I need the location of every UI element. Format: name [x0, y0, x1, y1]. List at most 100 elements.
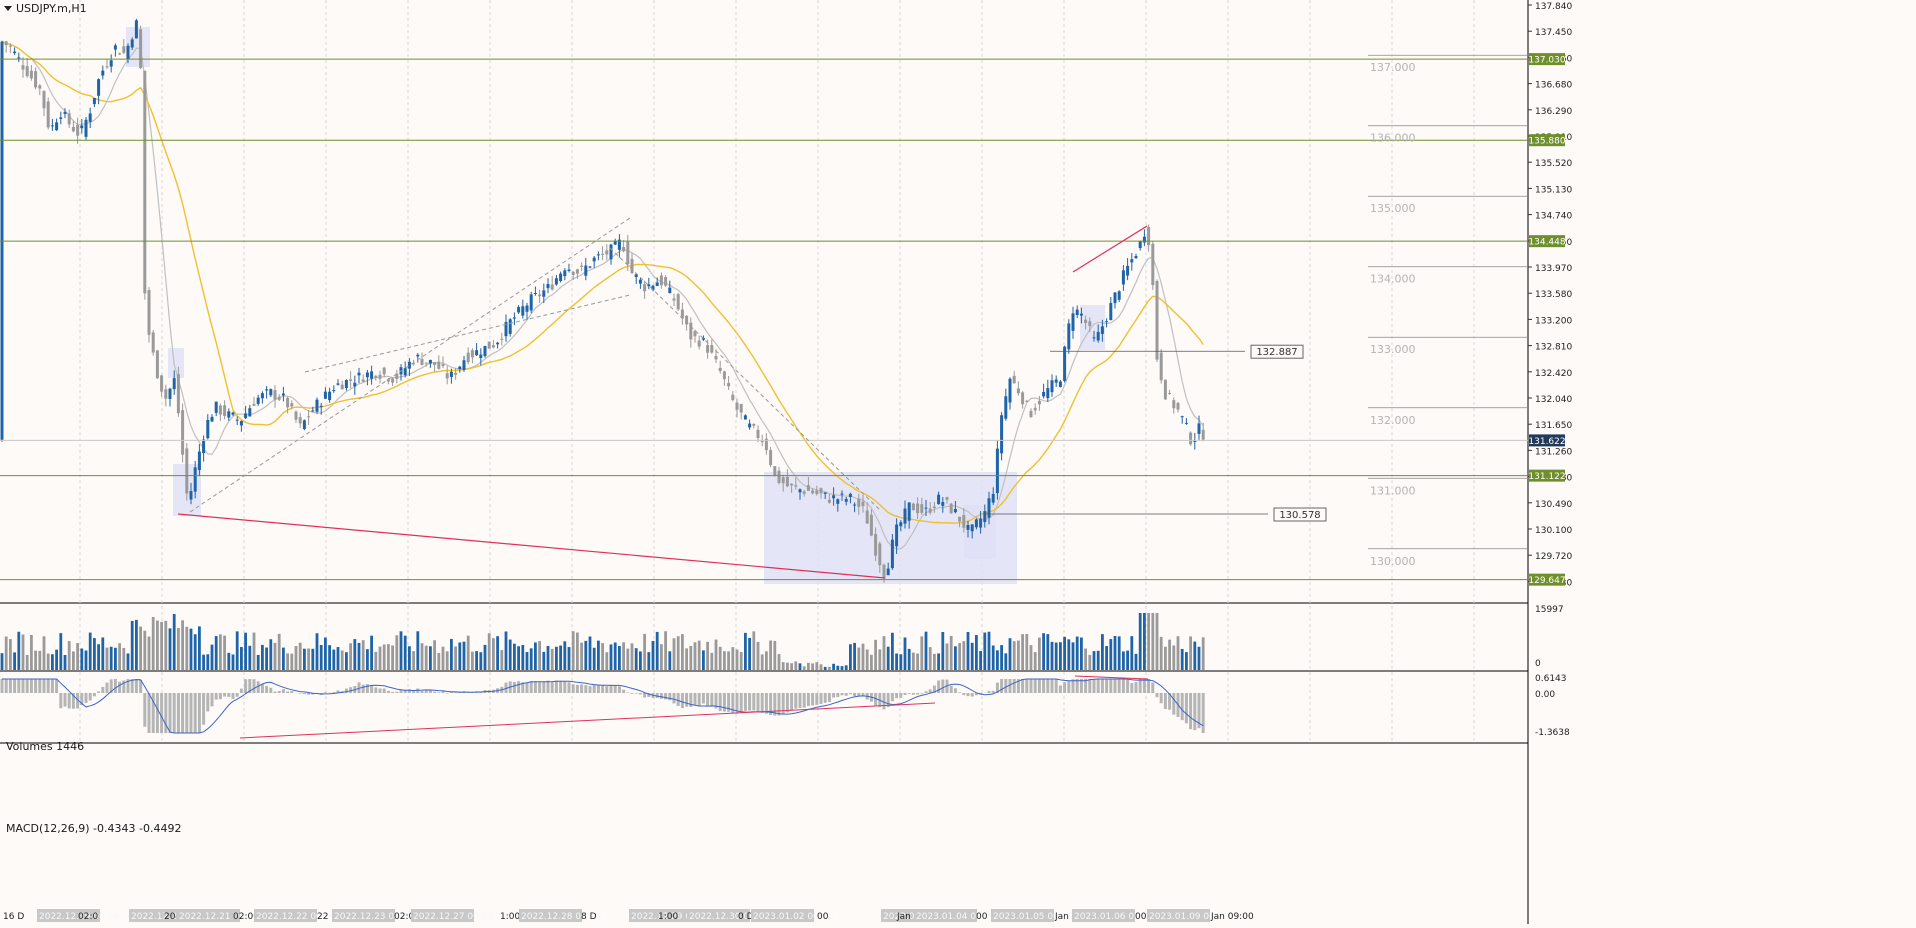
price-axis-label: 135.520 — [1535, 159, 1572, 169]
price-tag-text: 134.448 — [1528, 238, 1565, 248]
macd-histogram-bar — [618, 686, 621, 693]
candle-body — [1055, 380, 1058, 383]
macd-histogram-bar — [748, 693, 751, 711]
macd-histogram-bar — [790, 693, 793, 710]
volume-bar — [358, 643, 361, 670]
macd-histogram-bar — [920, 693, 923, 694]
volume-bar — [181, 620, 184, 670]
candle-body — [59, 117, 62, 118]
candle-body — [706, 345, 709, 353]
volume-bar — [887, 647, 890, 670]
candle-body — [1151, 244, 1154, 285]
volume-bar — [584, 641, 587, 670]
macd-histogram-bar — [824, 693, 827, 703]
candle-body — [811, 490, 814, 493]
price-axis-label: 137.840 — [1535, 2, 1572, 12]
volume-bar — [908, 649, 911, 670]
candle-body — [286, 398, 289, 408]
candle-body — [97, 79, 100, 96]
volume-bar — [971, 643, 974, 670]
macd-histogram-bar — [198, 693, 201, 733]
candle-body — [215, 402, 218, 413]
candle — [677, 293, 680, 311]
candle-body — [740, 404, 743, 412]
macd-histogram-bar — [379, 689, 382, 693]
macd-histogram-bar — [1067, 681, 1070, 693]
macd-histogram-bar — [559, 681, 562, 693]
candle-body — [177, 374, 180, 413]
candle-body — [1093, 337, 1096, 338]
volume-bar — [920, 636, 923, 670]
volume-bar — [500, 650, 503, 670]
volume-bar — [891, 633, 894, 670]
candle-body — [593, 258, 596, 262]
macd-histogram-bar — [89, 693, 92, 701]
macd-histogram-bar — [1147, 679, 1150, 693]
volume-bar — [1046, 634, 1049, 670]
candle — [1164, 379, 1167, 399]
volume-bar — [17, 632, 20, 670]
candle-body — [1156, 281, 1159, 360]
macd-histogram-bar — [1151, 682, 1154, 693]
macd-histogram-bar — [1164, 693, 1167, 709]
volume-bar — [925, 632, 928, 670]
candle — [996, 441, 999, 500]
macd-histogram-bar — [841, 693, 844, 695]
macd-histogram-bar — [17, 679, 20, 693]
macd-histogram-bar — [47, 679, 50, 693]
macd-histogram-bar — [290, 691, 293, 693]
volume-bar — [324, 638, 327, 670]
macd-histogram-bar — [904, 693, 907, 695]
candle-body — [916, 504, 919, 514]
candle-body — [219, 406, 222, 415]
candle-body — [757, 430, 760, 438]
volume-bar — [1080, 638, 1083, 670]
volume-bar — [710, 653, 713, 670]
candle-body — [475, 350, 478, 355]
macd-histogram-bar — [269, 688, 272, 693]
volume-bar — [303, 649, 306, 670]
volume-bar — [89, 633, 92, 670]
volume-bar — [349, 643, 352, 670]
volume-bar — [563, 641, 566, 670]
volume-bar — [269, 639, 272, 670]
candle-body — [870, 515, 873, 536]
macd-histogram-bar — [190, 693, 193, 733]
macd-histogram-bar — [673, 693, 676, 703]
volume-bar — [597, 641, 600, 670]
time-axis-label: Jan — [896, 912, 911, 922]
volume-bar — [341, 650, 344, 670]
volume-bar — [912, 653, 915, 670]
macd-histogram-bar — [778, 693, 781, 716]
volume-bar — [786, 663, 789, 670]
macd-histogram-bar — [635, 693, 638, 694]
volume-bar — [723, 651, 726, 670]
candle — [303, 420, 306, 431]
volume-bar — [295, 646, 298, 670]
macd-histogram-bar — [232, 693, 235, 699]
volume-bar — [916, 654, 919, 670]
macd-histogram-bar — [307, 693, 310, 695]
dropdown-triangle-icon[interactable] — [4, 6, 12, 11]
volume-bar — [391, 645, 394, 670]
candle-body — [824, 492, 827, 493]
candle-body — [794, 485, 797, 486]
candle-body — [1168, 393, 1171, 394]
volume-bar — [849, 644, 852, 670]
volume-axis-label: 0 — [1535, 659, 1541, 669]
volume-bar — [265, 648, 268, 670]
volume-bar — [198, 626, 201, 670]
macd-histogram-bar — [1193, 693, 1196, 730]
candle-body — [1021, 392, 1024, 404]
symbol-header[interactable]: USDJPY.m,H1 — [4, 2, 87, 15]
macd-histogram-bar — [194, 693, 197, 733]
macd-histogram-bar — [244, 679, 247, 693]
macd-histogram-bar — [43, 679, 46, 693]
volume-bar — [740, 652, 743, 670]
time-axis-label: 00 — [1135, 912, 1147, 922]
candle-body — [1105, 321, 1108, 322]
volume-bar — [1193, 642, 1196, 670]
volume-bar — [13, 652, 16, 670]
time-axis-label: 00 — [817, 912, 829, 922]
candle-body — [723, 371, 726, 379]
